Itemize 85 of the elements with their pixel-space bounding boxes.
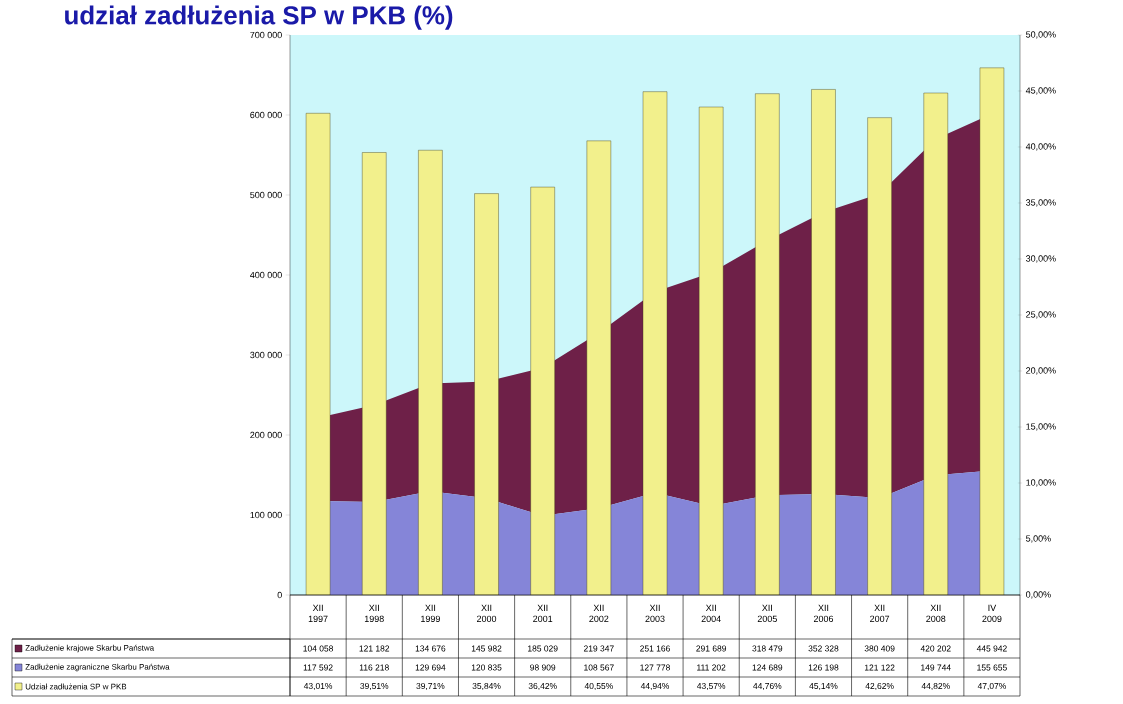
data-label: 111 202 [697,664,726,671]
data-label: 108 567 [584,664,614,671]
data-label: 291 689 [696,645,727,652]
x-tick-label: XII 1997 [308,604,328,622]
y2-tick-label: 30,00% [1026,255,1056,263]
data-label: 117 592 [303,664,333,671]
y2-tick-label: 0,00% [1026,591,1051,599]
data-label: 39,71% [416,683,445,690]
bar [923,92,948,595]
x-tick-label: XII 2008 [926,604,946,622]
bar [530,186,555,595]
y2-tick-label: 10,00% [1026,479,1056,487]
bar [474,193,499,595]
bar [642,91,668,595]
bar [811,89,836,595]
data-label: 352 328 [808,645,839,652]
y2-tick-label: 35,00% [1026,199,1056,207]
y2-tick-label: 15,00% [1026,423,1056,431]
chart-title: udział zadłużenia SP w PKB (%) [65,5,453,30]
data-label: 420 202 [920,645,951,652]
data-label: 44,82% [921,683,950,690]
data-label: 39,51% [360,683,389,690]
data-label: 318 479 [752,645,783,652]
data-label: 44,94% [640,683,670,690]
y-tick-label: 500 000 [250,191,282,199]
bar [698,106,724,595]
data-label: 445 942 [976,645,1007,652]
data-label: 134 676 [415,645,446,652]
x-tick-label: XII 2003 [645,604,665,622]
x-tick-label: XII 2004 [701,604,721,622]
y-tick-label: 100 000 [250,511,282,519]
data-label: 98 909 [530,664,556,671]
data-label: 45,14% [809,683,838,690]
x-tick-label: XII 1999 [421,604,440,622]
data-label: 127 778 [640,664,670,671]
x-tick-label: XII 2006 [813,604,834,622]
bar [586,140,612,595]
bar [867,117,892,595]
data-label: 155 655 [977,664,1007,671]
data-label: 219 347 [583,645,614,652]
y-tick-label: 0 [277,591,282,599]
x-tick-label: XII 1998 [364,604,384,622]
data-label: 43,01% [303,683,333,690]
data-label: 145 982 [471,645,502,652]
data-label: 116 218 [359,664,389,671]
y2-tick-label: 5,00% [1026,535,1051,543]
data-label: 121 182 [359,645,390,652]
data-label: 40,55% [584,683,613,690]
bar [979,67,1005,595]
x-tick-label: XII 2005 [757,604,777,622]
data-label: 124 689 [752,664,783,671]
y-tick-label: 400 000 [250,271,282,279]
data-label: 185 029 [528,645,558,652]
y2-tick-label: 50,00% [1026,31,1056,39]
data-label: 126 198 [808,664,839,671]
data-label: 251 166 [640,645,670,652]
data-label: 120 835 [471,664,502,671]
x-tick-label: XII 2001 [533,604,553,622]
x-tick-label: XII 2007 [870,604,890,622]
y-tick-label: 600 000 [250,111,282,119]
x-tick-label: IV 2009 [982,604,1002,622]
x-tick-label: XII 2002 [589,604,609,622]
y2-tick-label: 45,00% [1025,87,1056,95]
bar [362,152,387,595]
data-label: 129 694 [415,664,446,671]
bar [755,93,780,595]
data-label: 36,42% [528,683,557,690]
data-label: 43,57% [696,683,726,690]
y-tick-label: 300 000 [250,351,282,359]
bar [305,113,331,595]
data-label: 104 058 [303,645,334,652]
data-label: 380 409 [864,645,895,652]
data-label: 44,76% [753,683,782,690]
y-tick-label: 200 000 [250,431,282,439]
y2-tick-label: 20,00% [1026,367,1056,375]
x-tick-label: XII 2000 [477,604,497,622]
y2-tick-label: 25,00% [1026,311,1056,319]
y2-tick-label: 40,00% [1025,143,1056,151]
data-label: 35,84% [472,683,501,690]
y-tick-label: 700 000 [250,31,282,39]
data-label: 149 744 [921,664,951,671]
bar [418,150,443,595]
data-label: 42,62% [865,683,894,690]
data-label: 121 122 [864,664,895,671]
data-label: 47,07% [977,683,1006,690]
